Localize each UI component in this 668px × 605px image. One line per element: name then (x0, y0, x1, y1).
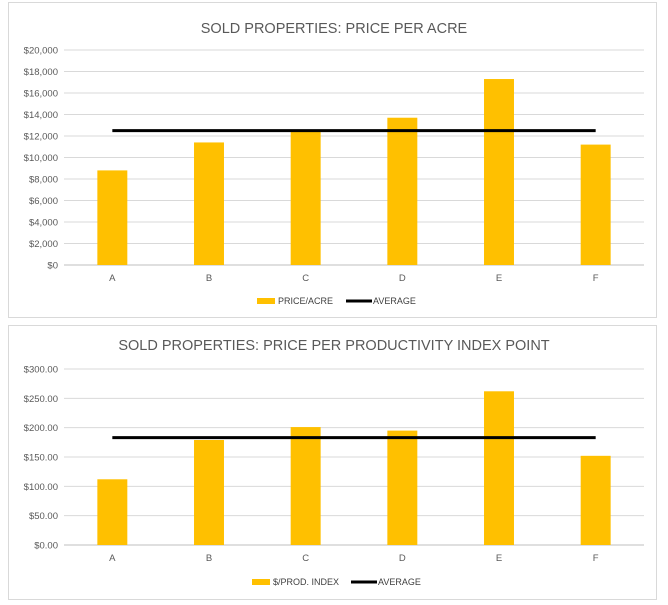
chart1-y-tick-label: $8,000 (29, 175, 58, 186)
chart2-legend-line-label: AVERAGE (378, 577, 421, 587)
price-per-acre-chart-svg: SOLD PROPERTIES: PRICE PER ACRE $0 $2,000 $… (24, 21, 644, 306)
chart1-x-tick-label: A (109, 273, 116, 284)
chart1-y-tick-label: $12,000 (24, 132, 58, 143)
chart1-x-tick-label: B (206, 273, 212, 284)
chart1-y-tick-label: $2,000 (29, 239, 58, 250)
chart1-bar-D (387, 117, 418, 265)
chart2-legend-bar-label: $/PROD. INDEX (273, 577, 339, 587)
chart1-x-tick-label: F (593, 273, 599, 284)
chart2-bar-E (484, 391, 514, 545)
chart2-y-tick-label: $300.00 (24, 365, 58, 376)
chart2-bar-A (97, 479, 128, 545)
chart2-x-tick-label: B (206, 553, 212, 564)
chart1-y-tick-label: $16,000 (24, 89, 58, 100)
chart2-y-tick-label: $150.00 (24, 453, 58, 464)
chart1-bar-C (290, 130, 321, 265)
chart1-bar-E (484, 79, 514, 266)
chart2-bar-F (580, 455, 611, 545)
chart2-y-tick-label: $250.00 (24, 394, 58, 405)
chart2-x-tick-label: F (593, 553, 599, 564)
chart2-x-tick-label: C (302, 553, 309, 564)
chart1-legend-line-label: AVERAGE (373, 296, 416, 306)
chart1-legend-bar-label: PRICE/ACRE (278, 296, 333, 306)
chart1-x-tick-label: E (496, 273, 502, 284)
chart2-legend-bar-swatch (252, 579, 270, 585)
chart1-x-tick-label: D (399, 273, 406, 284)
price-per-index-chart: SOLD PROPERTIES: PRICE PER PRODUCTIVITY … (8, 325, 657, 600)
chart2-y-tick-label: $100.00 (24, 482, 58, 493)
chart2-x-tick-label: D (399, 553, 406, 564)
chart1-x-tick-label: C (302, 273, 309, 284)
chart2-bar-B (194, 439, 224, 545)
chart2-bar-D (387, 430, 418, 545)
chart1-bar-A (97, 170, 128, 265)
chart1-y-tick-label: $0 (47, 261, 58, 272)
chart2-title: SOLD PROPERTIES: PRICE PER PRODUCTIVITY … (118, 338, 549, 354)
chart1-y-tick-label: $20,000 (24, 46, 58, 57)
chart1-y-tick-label: $6,000 (29, 196, 58, 207)
chart1-bar-B (194, 142, 224, 265)
chart1-title: SOLD PROPERTIES: PRICE PER ACRE (201, 21, 468, 37)
chart2-y-tick-label: $0.00 (34, 541, 58, 552)
price-per-index-chart-svg: SOLD PROPERTIES: PRICE PER PRODUCTIVITY … (24, 338, 644, 587)
chart1-y-tick-label: $10,000 (24, 153, 58, 164)
chart1-y-tick-label: $14,000 (24, 110, 58, 121)
chart1-legend-bar-swatch (257, 298, 275, 304)
chart2-x-tick-label: A (109, 553, 116, 564)
chart2-bar-C (290, 427, 321, 545)
price-per-acre-chart: SOLD PROPERTIES: PRICE PER ACRE $0 $2,000 $… (8, 2, 657, 318)
chart1-y-tick-label: $18,000 (24, 67, 58, 78)
chart2-y-tick-label: $200.00 (24, 423, 58, 434)
chart2-y-tick-label: $50.00 (29, 511, 58, 522)
chart2-x-tick-label: E (496, 553, 502, 564)
chart1-y-tick-label: $4,000 (29, 218, 58, 229)
chart1-bar-F (580, 144, 611, 265)
